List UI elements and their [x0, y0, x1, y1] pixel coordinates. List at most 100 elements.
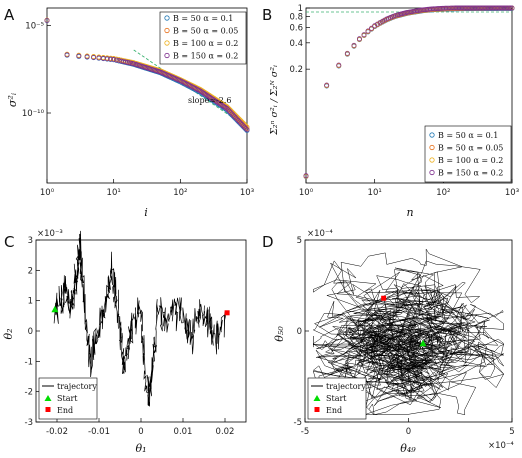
panel-c-legend-end [45, 407, 51, 412]
panel-a-point-4 [207, 94, 212, 100]
panel-a-ytick-label: 10⁻¹⁰ [22, 109, 45, 119]
panel-a-point-4 [228, 110, 234, 116]
panel-d-trajectory [312, 248, 505, 416]
panel-a-point-4 [230, 112, 236, 118]
panel-c-xtick-label: 0.02 [216, 427, 235, 437]
panel-a-ylabel: σ²ᵢ [6, 93, 19, 107]
panel-a-point-3 [228, 108, 234, 113]
panel-a-point-4 [203, 92, 209, 97]
panel-d-ytick-label: 0 [297, 327, 302, 337]
panel-a-xtick-label: 10¹ [107, 188, 121, 198]
panel-a-point-4 [84, 54, 90, 60]
panel-a-point-4 [198, 88, 204, 94]
panel-c-ytick-label: 2 [28, 266, 33, 276]
panel-d-xlabel: θ₄₉ [400, 442, 416, 455]
panel-a-xtick-label: 10² [173, 188, 187, 198]
panel-d-end-marker [381, 295, 387, 301]
panel-d-start-marker [419, 339, 427, 347]
panel-a-point-3 [218, 100, 224, 106]
panel-c-legend-entry: End [57, 406, 73, 415]
panel-label-d: D [262, 233, 274, 251]
panel-c-ytick-label: 0 [28, 327, 33, 337]
panel-a-point-3 [217, 99, 222, 105]
panel-b-point-4 [375, 21, 380, 27]
panel-c-ytick-label: -2 [25, 388, 33, 398]
panel-a-point-3 [229, 109, 235, 115]
panel-label-a: A [4, 6, 15, 24]
panel-b-ytick-label: 0.4 [289, 39, 303, 49]
panel-a-chart: 10⁰ 10¹ 10² 10³ 10⁻⁵ 10⁻¹⁰ slope≈-2.6 i σ²ᵢ B… [6, 7, 254, 219]
panel-a-point-4 [229, 111, 235, 117]
panel-c-ytick-label: 1 [28, 297, 33, 307]
panel-a-guide-line [133, 49, 248, 128]
panel-a-point-4 [224, 106, 230, 112]
panel-b-legend-entry: B = 50 α = 0.05 [438, 144, 503, 153]
panel-a-xtick-label: 10³ [240, 188, 254, 198]
panel-b-point-4 [392, 13, 398, 19]
panel-a-point-4 [199, 89, 205, 95]
panel-b-legend-marker [429, 169, 435, 176]
panel-a-point-4 [200, 90, 206, 96]
panel-label-b: B [262, 6, 272, 24]
panel-b-point-4 [509, 5, 515, 11]
panel-a-frame [46, 7, 248, 184]
panel-a-point-4 [122, 59, 128, 65]
panel-a-point-4 [233, 115, 239, 121]
panel-b-point-4 [356, 36, 362, 42]
panel-a-point-4 [76, 53, 82, 59]
panel-d-legend-entry: trajectory [326, 382, 366, 391]
panel-a-point-4 [111, 56, 117, 62]
panel-b-point-4 [508, 5, 513, 11]
panel-b-ylabel: Σ₂ⁿ σ²ᵢ / Σ₂ᴺ σ²ᵢ [269, 65, 280, 136]
panel-d-legend-entry: End [326, 406, 342, 415]
panel-a-point-4 [232, 114, 237, 119]
panel-a-point-4 [239, 122, 245, 127]
panel-c-ytick-label: 3 [28, 236, 33, 246]
panel-a-point-4 [124, 59, 130, 65]
panel-c-xtick-label: 0 [138, 427, 143, 437]
panel-d-ytick-label: 5 [297, 236, 302, 246]
panel-d-legend-entry: Start [326, 394, 347, 403]
panel-c-legend-start [44, 395, 52, 401]
panel-d-legend-start [313, 395, 321, 401]
panel-a-point-3 [219, 101, 225, 106]
panel-a-point-4 [234, 116, 240, 122]
panel-a-point-4 [220, 103, 226, 109]
panel-d-x-multiplier: ×10⁻⁴ [488, 441, 514, 451]
panel-b-ytick-label: 0.6 [289, 23, 303, 33]
panel-a-xtick-label: 10⁰ [40, 188, 55, 198]
panel-b-point-4 [369, 25, 374, 31]
panel-a-point-4 [205, 93, 211, 99]
panel-a-point-4 [209, 96, 215, 102]
panel-a-point-4 [238, 120, 244, 126]
panel-b-point-4 [324, 82, 330, 88]
panel-a-point-4 [202, 91, 207, 97]
panel-a-legend-box [159, 11, 247, 65]
panel-c-start-marker [51, 305, 59, 313]
panel-d-ytick-label: -5 [294, 418, 302, 428]
panel-b-chart: 10⁰ 10¹ 10² 10³ 0.2 0.4 0.60.81 n Σ₂ⁿ σ²ᵢ / Σ₂… [269, 4, 519, 219]
panel-b-point-4 [361, 32, 367, 38]
panel-b-point-4 [506, 5, 512, 11]
panel-a-point-4 [225, 107, 231, 113]
panel-a-point-4 [213, 98, 219, 104]
panel-b-legend-entry: B = 100 α = 0.2 [438, 156, 503, 165]
panel-d-chart: ×10⁻⁴ ×10⁻⁴ -5-5 0 0 5 5 θ₄₉ θ₅₀ trajectory S… [273, 229, 515, 455]
panel-a-point-4 [217, 101, 222, 107]
panel-b-frame [305, 7, 513, 184]
panel-a-point-3 [215, 98, 221, 104]
panel-a-point-4 [215, 100, 221, 106]
panel-a-point-4 [44, 17, 50, 23]
panel-a-point-4 [208, 95, 214, 101]
panel-c-chart: ×10⁻³ -0.02 -0.01 0 0.01 0.02 -3 -2 -1 0 1 2 3 θ₁ θ… [2, 229, 247, 455]
panel-d-ylabel: θ₅₀ [273, 326, 286, 342]
panel-a-point-4 [237, 119, 242, 125]
panel-c-xtick-label: 0.01 [174, 427, 193, 437]
panel-b-point-4 [351, 42, 357, 48]
panel-c-legend-entry: trajectory [57, 382, 97, 391]
panel-a-point-4 [116, 58, 122, 64]
panel-a-legend-entry: B = 100 α = 0.2 [173, 39, 238, 48]
panel-b-legend-marker [429, 157, 435, 163]
panel-b-xtick-label: 10¹ [368, 188, 382, 198]
panel-d-legend: trajectory Start End [307, 377, 366, 420]
